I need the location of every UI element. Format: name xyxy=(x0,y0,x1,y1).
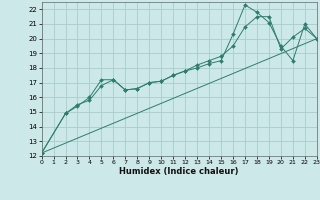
X-axis label: Humidex (Indice chaleur): Humidex (Indice chaleur) xyxy=(119,167,239,176)
